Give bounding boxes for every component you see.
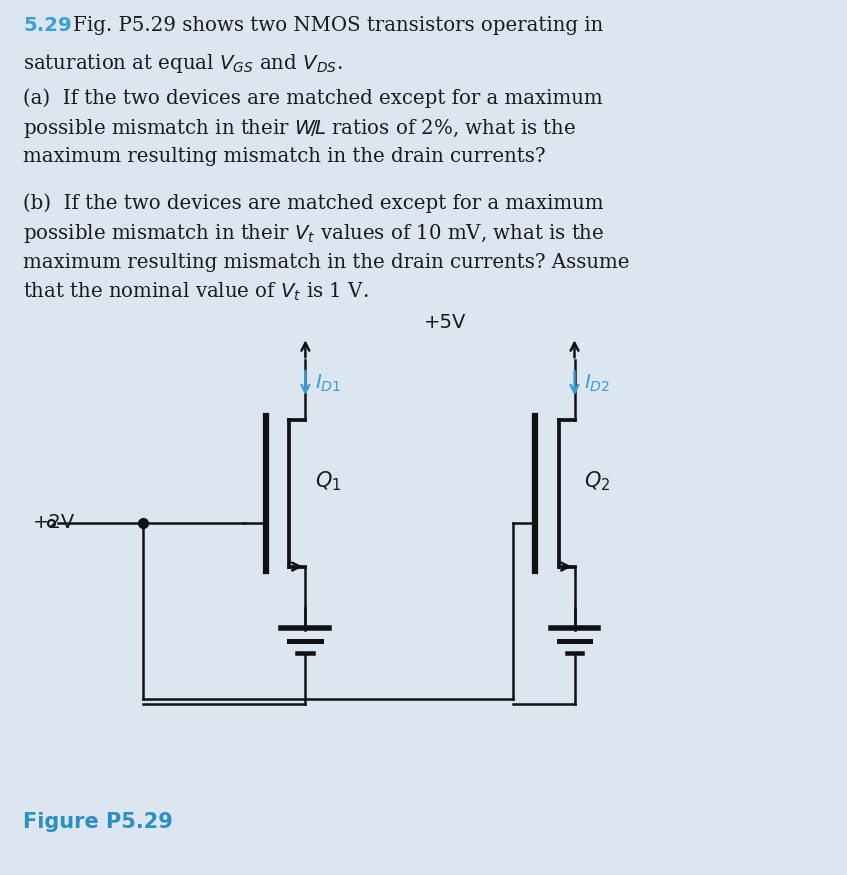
Text: Figure P5.29: Figure P5.29	[24, 812, 173, 832]
Text: $I_{D2}$: $I_{D2}$	[584, 373, 611, 394]
Text: +5V: +5V	[424, 313, 466, 332]
Text: $Q_2$: $Q_2$	[584, 470, 611, 494]
Text: $I_{D1}$: $I_{D1}$	[315, 373, 341, 394]
Text: (b)  If the two devices are matched except for a maximum
possible mismatch in th: (b) If the two devices are matched excep…	[24, 193, 630, 304]
Text: +2V: +2V	[33, 514, 75, 532]
Text: saturation at equal $V_{GS}$ and $V_{DS}$.: saturation at equal $V_{GS}$ and $V_{DS}…	[24, 52, 343, 75]
Text: 5.29: 5.29	[24, 17, 72, 35]
Text: (a)  If the two devices are matched except for a maximum
possible mismatch in th: (a) If the two devices are matched excep…	[24, 88, 603, 166]
Text: $Q_1$: $Q_1$	[315, 470, 341, 494]
Text: Fig. P5.29 shows two NMOS transistors operating in: Fig. P5.29 shows two NMOS transistors op…	[73, 17, 603, 35]
